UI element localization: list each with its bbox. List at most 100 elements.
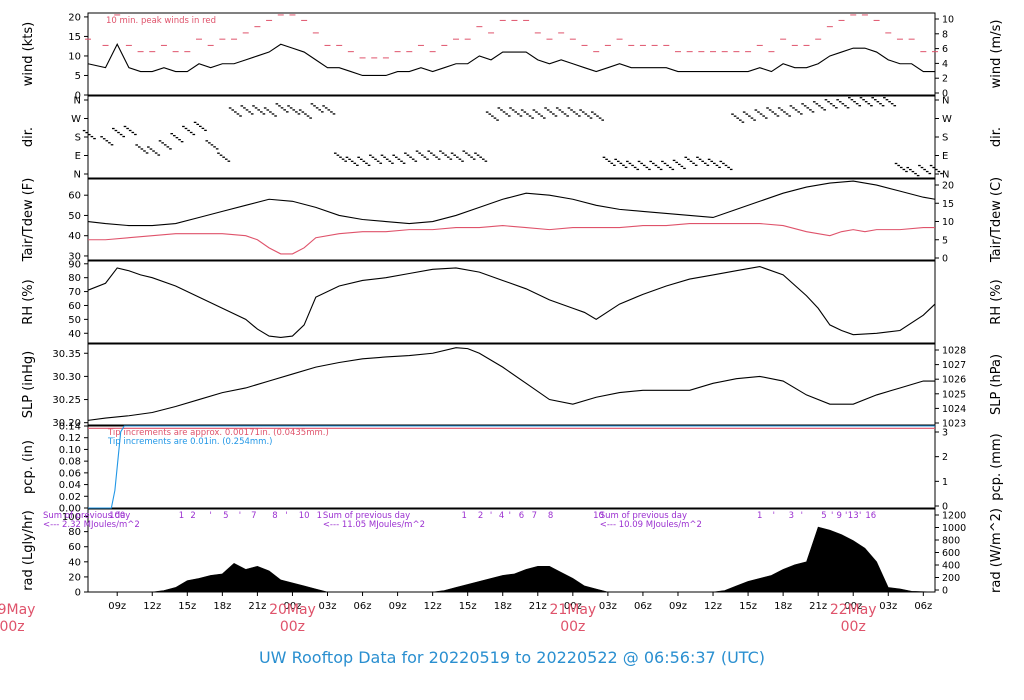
dir-point: [404, 152, 407, 154]
dir-point: [558, 109, 562, 111]
x-tick-label: 21z: [809, 601, 827, 612]
dir-point: [418, 152, 421, 154]
dir-point: [318, 109, 322, 111]
temp-ylabel-right: Tair/Tdew (C): [989, 177, 1004, 263]
dir-point: [345, 156, 349, 158]
rad-ylabel: rad (Lgly/hr): [21, 510, 36, 591]
dir-point: [764, 117, 768, 119]
dir-point: [759, 113, 763, 115]
dir-point: [738, 119, 742, 121]
dir-point: [348, 158, 351, 160]
dir-point: [736, 117, 739, 119]
dir-point: [297, 113, 301, 115]
dir-point: [591, 111, 594, 113]
dir-point: [461, 160, 464, 162]
dir-point: [677, 163, 681, 166]
dir-point: [622, 164, 625, 167]
wind-ytick-right-label: 2: [942, 74, 948, 85]
temp-ytick-right-label: 20: [942, 181, 954, 192]
dir-point: [260, 111, 263, 113]
footer-title: UW Rooftop Data for 20220519 to 20220522…: [258, 648, 766, 667]
day-label: 21May: [549, 602, 596, 618]
dir-point: [350, 160, 354, 162]
pcp-ylabel: pcp. (in): [21, 440, 36, 494]
dir-point: [402, 162, 406, 164]
dir-point: [298, 109, 302, 111]
dir-point: [855, 103, 859, 105]
dir-point: [835, 107, 838, 109]
x-tick-label: 12z: [143, 601, 161, 612]
dir-point: [893, 105, 897, 107]
rh-ytick-label: 50: [68, 315, 81, 326]
dir-point: [306, 115, 310, 117]
dir-point: [137, 146, 141, 148]
dir-point: [523, 111, 527, 113]
dir-point: [806, 107, 810, 109]
dir-point: [192, 133, 196, 136]
dir-point: [888, 101, 891, 103]
dir-point: [339, 156, 342, 158]
pcp-ytick-right-label: 1: [942, 477, 948, 488]
dir-point: [213, 146, 216, 148]
dir-point: [757, 111, 760, 113]
dir-point: [481, 158, 485, 160]
dir-point: [906, 166, 910, 169]
dir-point: [462, 150, 466, 152]
dir-point: [502, 111, 506, 113]
dir-point: [628, 162, 632, 165]
dir-point: [928, 172, 932, 175]
dir-ytick-right-label: N: [942, 170, 949, 181]
dir-point: [519, 115, 523, 117]
dir-point: [750, 117, 754, 119]
dir-point: [110, 144, 114, 146]
dir-point: [844, 105, 847, 107]
dir-ytick-label: N: [74, 96, 81, 107]
dir-point: [357, 156, 360, 158]
dir-point: [287, 105, 290, 107]
dir-point: [694, 164, 698, 166]
dir-point: [509, 107, 512, 109]
dir-point: [575, 113, 579, 115]
pcp-ylabel-right: pcp. (mm): [989, 433, 1004, 500]
dir-point: [427, 150, 431, 152]
dir-point: [570, 109, 573, 111]
dir-point: [236, 113, 240, 115]
dir-point: [157, 154, 161, 156]
x-tick-label: 18z: [774, 601, 792, 612]
rad-annotation: <--- 10.09 MJoules/m^2: [600, 520, 702, 530]
dir-point: [727, 166, 730, 169]
dir-point: [701, 160, 704, 162]
dir-point: [178, 139, 181, 141]
rad-tip-label: 8: [548, 511, 553, 521]
dir-ytick-label: E: [75, 151, 81, 162]
dir-ytick-label: S: [75, 133, 81, 144]
x-tick-label: 21z: [248, 601, 266, 612]
dir-point: [184, 127, 188, 130]
dir-point: [196, 123, 199, 126]
slp-ytick-right-label: 1023: [942, 419, 966, 430]
dir-point: [240, 105, 244, 107]
dir-point: [659, 168, 663, 171]
dir-point: [719, 160, 723, 163]
x-tick-label: 21z: [529, 601, 547, 612]
rad-tip-label: ': [859, 511, 861, 521]
dir-point: [619, 162, 623, 165]
dir-point: [205, 140, 209, 142]
dir-point: [114, 129, 118, 132]
dir-point: [862, 99, 865, 101]
dir-point: [707, 158, 711, 161]
dir-point: [753, 119, 756, 121]
dir-point: [406, 154, 410, 156]
dir-point: [517, 113, 520, 115]
rad-ytick-label: 60: [68, 542, 81, 553]
dir-point: [766, 107, 769, 109]
dir-point: [128, 129, 132, 132]
pcp-ytick-label: 0.10: [59, 445, 81, 456]
dir-point: [584, 113, 588, 115]
day-label-hour: 00z: [841, 619, 866, 635]
wind-annotation: 10 min. peak winds in red: [106, 16, 216, 26]
dir-point: [925, 170, 929, 173]
dir-point: [815, 103, 819, 105]
wind-ytick-right-label: 10: [942, 15, 954, 26]
